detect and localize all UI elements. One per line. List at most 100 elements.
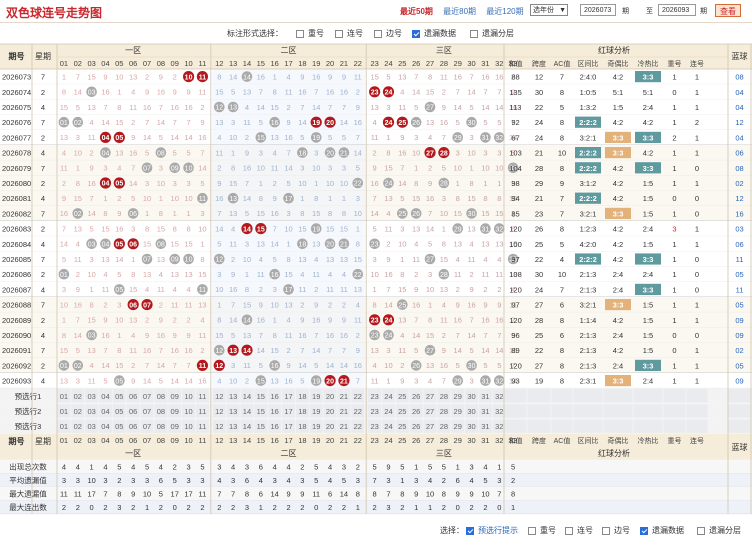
preselect-cell xyxy=(182,419,195,433)
stats-label: 出现总次数 xyxy=(9,462,47,472)
miss-value: 10 xyxy=(198,224,206,233)
preselect-cell xyxy=(504,419,527,433)
stats-value: 5 xyxy=(173,476,177,485)
issue-cell: 2026085 xyxy=(2,255,31,264)
miss-value: 14 xyxy=(384,300,392,309)
option-miss-data[interactable]: 遗漏数据 xyxy=(412,28,456,39)
bottom-option-miss-layer[interactable]: 遗漏分层 xyxy=(697,525,741,536)
miss-value: 16 xyxy=(184,103,192,112)
miss-value: 7 xyxy=(259,331,263,340)
preselect-cell xyxy=(437,389,451,403)
miss-value: 13 xyxy=(243,88,251,97)
to-issue-input[interactable]: 2026093 xyxy=(658,4,696,16)
number-header: 05 xyxy=(115,59,123,68)
miss-value: 5 xyxy=(300,376,304,385)
checkbox[interactable] xyxy=(374,29,382,38)
miss-value: 1 xyxy=(131,255,135,264)
miss-value: 2 xyxy=(145,72,149,81)
option-consecutive[interactable]: 连号 xyxy=(335,28,363,39)
bottom-option-miss-data[interactable]: 遗漏数据 xyxy=(640,525,684,536)
stats-value: 1 xyxy=(428,503,432,512)
preselect-number: 06 xyxy=(129,407,137,416)
stats-value: 8 xyxy=(245,490,249,499)
miss-value: 13 xyxy=(101,255,109,264)
option-edge[interactable]: 边号 xyxy=(374,28,402,39)
analysis-cell: 1 xyxy=(695,346,699,355)
checkbox-checked[interactable] xyxy=(640,526,648,535)
analysis-col-header-2: 跨度 xyxy=(532,436,546,445)
bottom-option-repeat[interactable]: 重号 xyxy=(528,525,556,536)
miss-value: 11 xyxy=(454,270,462,279)
miss-value: 2 xyxy=(456,285,460,294)
miss-value: 2 xyxy=(186,316,190,325)
to-label: 至 xyxy=(646,8,653,15)
table-row-bg xyxy=(0,373,752,389)
checkbox[interactable] xyxy=(528,526,536,535)
miss-value: 5 xyxy=(469,103,473,112)
preselect-cell xyxy=(686,404,708,418)
analysis-cell: 1:5 xyxy=(643,240,653,249)
miss-value: 4 xyxy=(373,118,377,127)
grey-ball xyxy=(338,147,350,158)
miss-value: 5 xyxy=(259,361,263,370)
bottom-option-preselect[interactable]: 预选行提示 xyxy=(466,525,518,536)
miss-value: 3 xyxy=(456,148,460,157)
grey-ball-number: 27 xyxy=(426,348,434,355)
preselect-number: 31 xyxy=(481,422,489,431)
grey-ball-number: 16 xyxy=(271,272,279,279)
miss-value: 7 xyxy=(469,72,473,81)
checkbox[interactable] xyxy=(296,29,304,38)
miss-value: 1 xyxy=(511,209,515,218)
option-repeat[interactable]: 重号 xyxy=(296,28,324,39)
miss-value: 10 xyxy=(271,300,279,309)
from-issue-input[interactable]: 2026073 xyxy=(580,4,616,16)
stats-value: 6 xyxy=(245,476,249,485)
period-link-120[interactable]: 最近120期 xyxy=(486,7,524,16)
checkbox[interactable] xyxy=(335,29,343,38)
red-ball xyxy=(213,359,225,371)
stats-label: 平均遗漏值 xyxy=(9,475,47,485)
miss-value: 2 xyxy=(414,270,418,279)
miss-value: 16 xyxy=(384,270,392,279)
miss-value: 14 xyxy=(143,376,151,385)
bottom-option-edge[interactable]: 边号 xyxy=(602,525,630,536)
miss-value: 13 xyxy=(354,285,362,294)
analysis-cell: 3:3 xyxy=(643,73,654,82)
preselect-number: 08 xyxy=(157,422,165,431)
checkbox[interactable] xyxy=(470,29,478,38)
analysis-cell: 29 xyxy=(535,179,543,188)
analysis-col-header-2: 重号 xyxy=(668,437,682,445)
preselect-number: 11 xyxy=(199,392,207,401)
period-link-50[interactable]: 最近50期 xyxy=(400,7,433,16)
year-select[interactable]: 选年份 ▼ xyxy=(530,4,568,16)
checkbox[interactable] xyxy=(697,526,705,535)
miss-value: 14 xyxy=(129,179,137,188)
miss-value: 3 xyxy=(145,179,149,188)
query-button[interactable]: 查看 xyxy=(715,4,741,17)
checkbox-checked[interactable] xyxy=(412,29,420,38)
checkbox[interactable] xyxy=(565,526,573,535)
option-miss-layer[interactable]: 遗漏分层 xyxy=(470,28,514,39)
miss-value: 14 xyxy=(495,103,503,112)
grey-ball-number: 23 xyxy=(371,333,379,340)
preselect-number: 05 xyxy=(115,392,123,401)
miss-value: 2 xyxy=(286,346,290,355)
bottom-option-consecutive[interactable]: 连号 xyxy=(565,525,593,536)
period-link-80[interactable]: 最近80期 xyxy=(443,7,477,16)
preselect-cell xyxy=(323,404,337,418)
checkbox[interactable] xyxy=(602,526,610,535)
stats-value: 7 xyxy=(231,490,235,499)
miss-value: 1 xyxy=(414,164,418,173)
miss-value: 16 xyxy=(312,72,320,81)
miss-value: 11 xyxy=(102,285,110,294)
miss-value: 13 xyxy=(412,224,420,233)
preselect-cell xyxy=(71,389,85,403)
checkbox-checked[interactable] xyxy=(466,526,474,535)
number-header: 11 xyxy=(199,59,207,68)
stats-value: 2 xyxy=(159,503,163,512)
miss-value: 9 xyxy=(217,179,221,188)
analysis-cell: 28 xyxy=(535,316,543,325)
miss-value: 16 xyxy=(354,361,362,370)
analysis-cell: 22 xyxy=(535,255,543,264)
